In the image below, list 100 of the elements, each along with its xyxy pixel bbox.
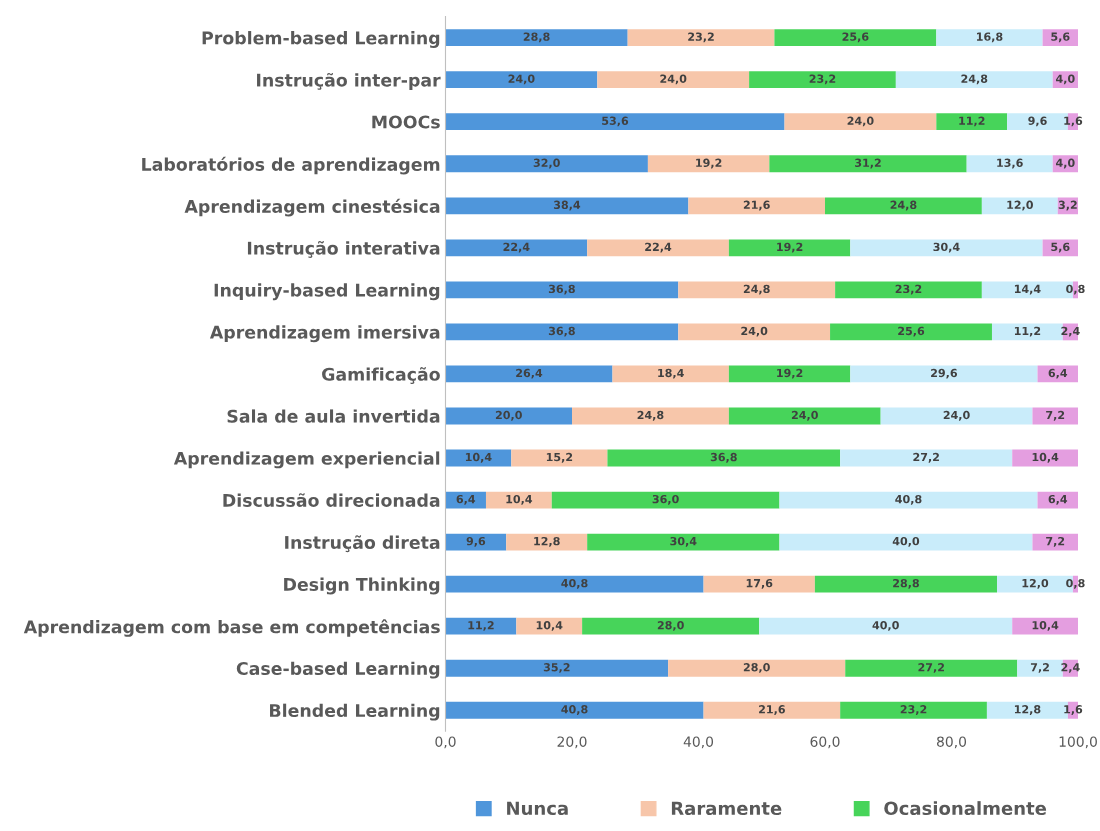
data-label: 10,4 [465,452,492,463]
bar [627,29,775,47]
data-label: 40,8 [895,494,922,505]
bar [880,407,1033,425]
x-tick-label: 0,0 [435,736,456,749]
bar [647,155,770,173]
data-label: 18,4 [658,368,684,379]
data-label: 19,2 [777,242,803,253]
bar [728,365,851,383]
bar [551,491,780,509]
bar [728,407,881,425]
data-label: 21,6 [759,705,785,715]
data-label: 35,2 [543,663,570,673]
bar [678,323,831,341]
data-label: 23,2 [809,74,836,85]
data-label: 38,4 [553,200,581,211]
bar [830,323,992,341]
y-tick-label: Aprendizagem imersiva [209,325,440,343]
bar [1017,659,1063,677]
data-label: 23,2 [688,32,714,43]
y-tick-label: Discussão direcionada [223,493,440,507]
data-label: 7,2 [1030,663,1049,673]
data-label: 24,0 [741,326,768,337]
bar [506,533,588,551]
data-label: 9,6 [1028,116,1047,127]
x-tick-label: 40,0 [683,736,714,749]
y-tick-label: Gamificação [322,367,440,384]
data-label: 30,4 [670,536,697,547]
data-label: 32,0 [533,158,560,169]
bar [850,239,1043,257]
data-label: 9,6 [466,536,486,547]
bar [445,323,679,341]
x-tick-label: 80,0 [936,736,967,749]
data-label: 24,8 [637,410,664,421]
data-label: 17,6 [746,578,773,589]
data-label: 26,4 [516,368,543,379]
bar [936,29,1043,47]
data-label: 22,4 [645,242,672,253]
data-label: 24,8 [743,284,770,295]
bar [516,617,583,635]
data-label: 5,6 [1051,32,1070,43]
data-label: 12,0 [1007,200,1033,211]
data-label: 24,8 [961,74,988,85]
y-tick-label: Laboratórios de aprendizagem [142,156,440,175]
data-label: 6,4 [456,494,476,505]
y-tick-label: Aprendizagem cinestésica [184,198,440,217]
bar [668,659,846,677]
data-label: 24,0 [508,74,535,85]
data-label: 15,2 [546,452,573,463]
data-label: 10,4 [1032,452,1059,463]
data-label: 28,0 [657,621,684,631]
data-label: 30,4 [933,242,960,253]
bar [511,449,608,467]
bar [445,617,517,635]
data-label: 5,6 [1051,242,1070,253]
data-label: 14,4 [1014,284,1041,295]
bar [445,239,588,257]
data-label: 24,0 [660,74,687,85]
bar [825,197,982,215]
bar [445,407,572,425]
bar [703,701,841,719]
data-label: 24,0 [791,410,818,421]
bar [587,533,780,551]
data-label: 12,8 [1014,705,1041,715]
bar [445,701,704,719]
bar [445,155,648,173]
bar [845,659,1018,677]
data-label: 10,4 [536,621,563,631]
bar [774,29,937,47]
y-tick-label: Aprendizagem experiencial [173,451,440,469]
data-label: 36,0 [652,494,679,505]
bar [814,575,998,593]
data-label: 6,4 [1048,494,1068,505]
y-tick-label: Aprendizagem com base em competências [23,619,440,637]
bar [688,197,825,215]
data-label: 40,8 [561,705,588,715]
bar [607,449,841,467]
bar [445,365,613,383]
bar [1012,617,1078,635]
bar [769,155,967,173]
bar [445,575,704,593]
data-label: 11,2 [1014,326,1041,337]
data-label: 19,2 [696,158,722,169]
bar [445,659,669,677]
bar [840,449,1013,467]
bar [759,617,1013,635]
bar [981,197,1058,215]
bar [572,407,729,425]
data-label: 27,2 [913,452,939,463]
data-label: 28,8 [893,578,919,589]
legend-label: Nunca [507,801,568,816]
x-tick-label: 100,0 [1059,736,1097,749]
bar [850,365,1038,383]
bar [582,617,760,635]
data-label: 24,0 [847,116,874,127]
data-label: 11,2 [959,116,985,127]
data-label: 13,6 [997,158,1023,169]
data-label: 40,8 [561,578,588,589]
y-tick-label: Instrução direta [285,535,440,553]
data-label: 21,6 [743,200,770,211]
